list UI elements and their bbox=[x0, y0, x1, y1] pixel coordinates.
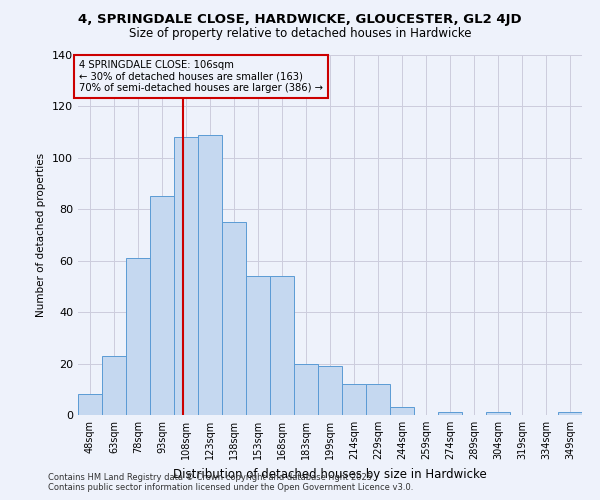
Bar bbox=[78, 394, 102, 415]
X-axis label: Distribution of detached houses by size in Hardwicke: Distribution of detached houses by size … bbox=[173, 468, 487, 480]
Bar bbox=[198, 134, 222, 415]
Bar bbox=[558, 412, 582, 415]
Bar bbox=[366, 384, 390, 415]
Bar bbox=[342, 384, 366, 415]
Y-axis label: Number of detached properties: Number of detached properties bbox=[37, 153, 46, 317]
Bar bbox=[102, 356, 126, 415]
Bar bbox=[294, 364, 318, 415]
Bar bbox=[222, 222, 246, 415]
Bar bbox=[150, 196, 174, 415]
Bar bbox=[174, 138, 198, 415]
Text: Size of property relative to detached houses in Hardwicke: Size of property relative to detached ho… bbox=[129, 28, 471, 40]
Bar bbox=[270, 276, 294, 415]
Bar bbox=[318, 366, 342, 415]
Text: 4 SPRINGDALE CLOSE: 106sqm
← 30% of detached houses are smaller (163)
70% of sem: 4 SPRINGDALE CLOSE: 106sqm ← 30% of deta… bbox=[79, 60, 323, 94]
Text: 4, SPRINGDALE CLOSE, HARDWICKE, GLOUCESTER, GL2 4JD: 4, SPRINGDALE CLOSE, HARDWICKE, GLOUCEST… bbox=[78, 12, 522, 26]
Bar bbox=[126, 258, 150, 415]
Bar bbox=[246, 276, 270, 415]
Text: Contains HM Land Registry data © Crown copyright and database right 2025.
Contai: Contains HM Land Registry data © Crown c… bbox=[48, 473, 413, 492]
Bar bbox=[486, 412, 510, 415]
Bar bbox=[390, 408, 414, 415]
Bar bbox=[438, 412, 462, 415]
